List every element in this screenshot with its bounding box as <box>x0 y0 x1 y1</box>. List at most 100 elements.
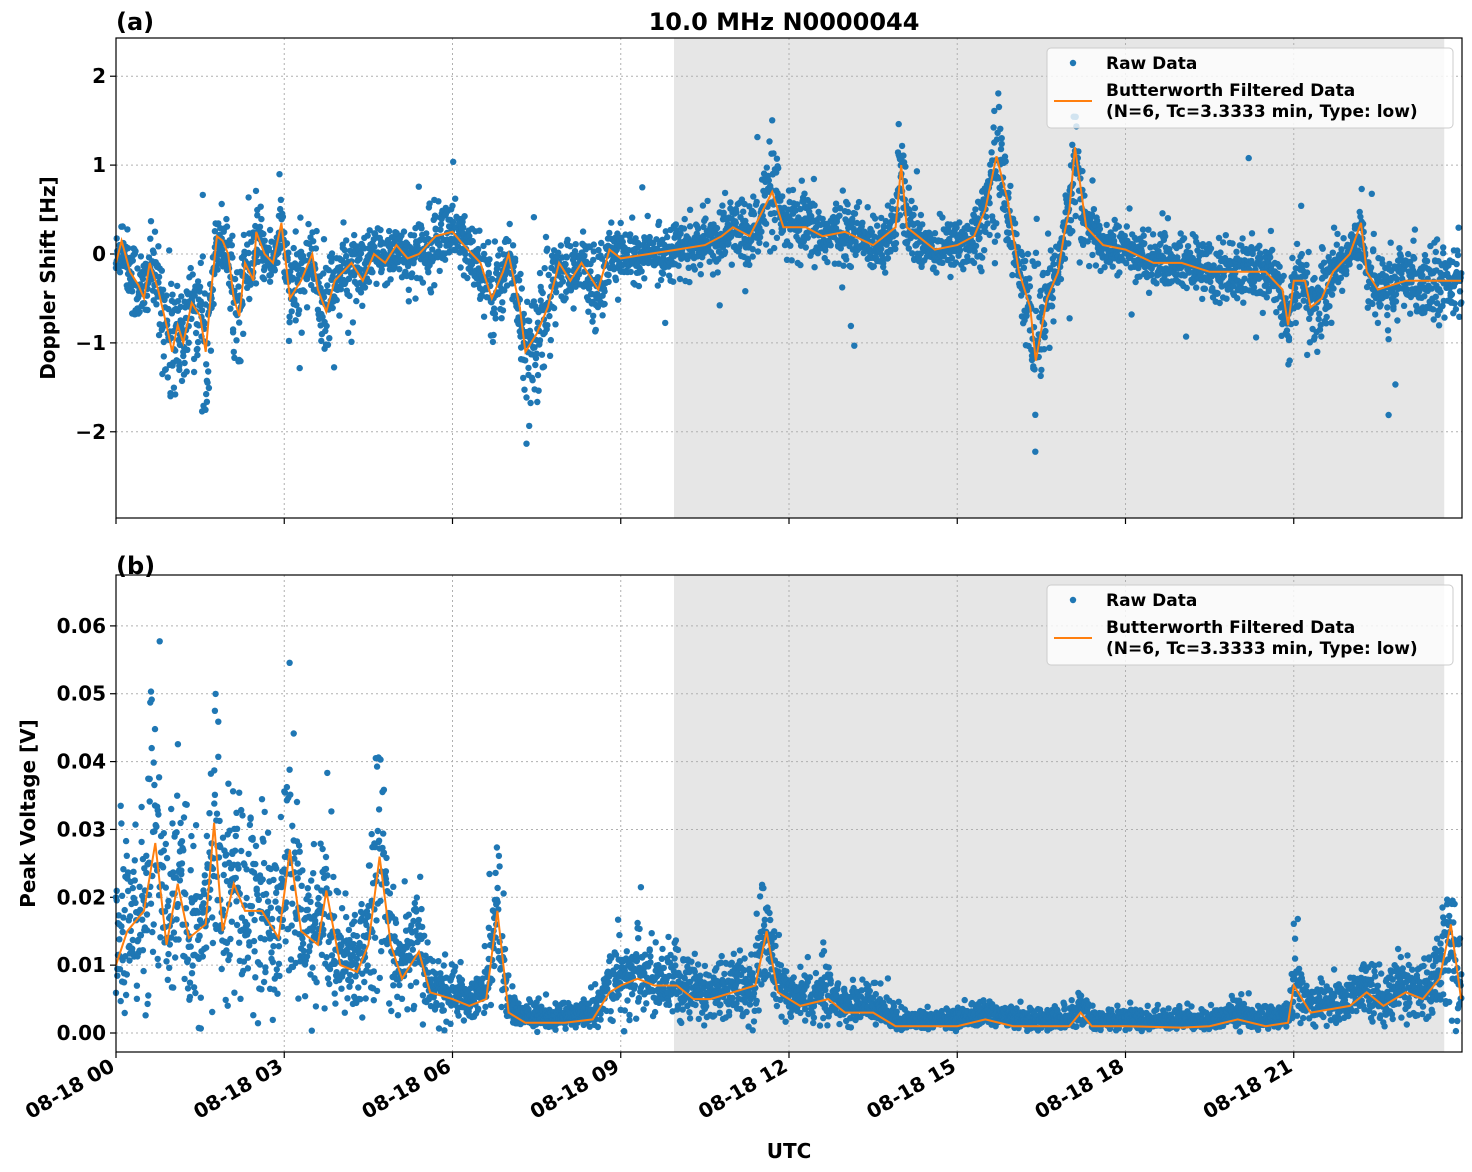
raw-data-point <box>145 992 152 999</box>
raw-data-point <box>686 278 693 286</box>
raw-data-point <box>220 871 227 879</box>
raw-data-point <box>147 235 154 242</box>
raw-data-point <box>635 282 643 290</box>
raw-data-point <box>373 917 380 924</box>
raw-data-point <box>285 337 293 345</box>
raw-data-point <box>156 638 163 645</box>
raw-data-point <box>205 384 213 392</box>
raw-data-point <box>215 718 222 725</box>
raw-data-point <box>557 242 565 249</box>
raw-data-point <box>233 337 240 344</box>
raw-data-point <box>218 200 225 208</box>
raw-data-point <box>328 952 336 959</box>
raw-data-point <box>211 707 219 714</box>
raw-data-point <box>312 245 320 252</box>
raw-data-point <box>348 338 355 345</box>
raw-data-point <box>180 814 188 821</box>
raw-data-point <box>1199 295 1206 303</box>
raw-data-point <box>252 860 259 868</box>
raw-data-point <box>256 223 264 230</box>
raw-data-point <box>657 276 665 284</box>
raw-data-point <box>309 964 316 971</box>
raw-data-point <box>258 986 265 993</box>
raw-data-point <box>1034 260 1042 267</box>
raw-data-point <box>1372 311 1379 318</box>
raw-data-point <box>1377 301 1384 309</box>
raw-data-point <box>382 868 390 875</box>
raw-data-point <box>329 304 336 312</box>
raw-data-point <box>931 230 939 237</box>
raw-data-point <box>1358 185 1365 193</box>
raw-data-point <box>994 232 1001 239</box>
raw-data-point <box>258 796 266 803</box>
raw-data-point <box>243 894 250 902</box>
raw-data-point <box>233 825 241 832</box>
raw-data-point <box>184 956 192 963</box>
raw-data-point <box>176 366 183 374</box>
raw-data-point <box>956 247 964 254</box>
raw-data-point <box>124 869 132 876</box>
raw-data-point <box>172 391 179 398</box>
raw-data-point <box>229 329 237 336</box>
raw-data-point <box>239 812 246 819</box>
raw-data-point <box>1385 411 1392 419</box>
raw-data-point <box>178 860 186 867</box>
raw-data-point <box>521 386 528 393</box>
raw-data-point <box>1286 357 1293 364</box>
raw-data-point <box>351 918 358 925</box>
raw-data-point <box>276 972 283 980</box>
raw-data-point <box>804 234 811 241</box>
raw-data-point <box>387 276 394 283</box>
raw-data-point <box>297 214 304 221</box>
raw-data-point <box>180 847 187 854</box>
raw-data-point <box>183 368 190 375</box>
raw-data-point <box>121 906 128 914</box>
raw-data-point <box>216 817 223 825</box>
raw-data-point <box>644 212 651 220</box>
raw-data-point <box>262 890 270 898</box>
raw-data-point <box>139 916 146 923</box>
raw-data-point <box>209 1008 216 1016</box>
raw-data-point <box>515 277 523 284</box>
raw-data-point <box>559 278 567 285</box>
raw-data-point <box>189 962 196 969</box>
raw-data-point <box>169 820 176 827</box>
raw-data-point <box>1319 245 1326 252</box>
raw-data-point <box>293 798 301 806</box>
raw-data-point <box>870 263 877 270</box>
raw-data-point <box>378 266 385 273</box>
y-tick-label: 2 <box>92 64 106 88</box>
raw-data-point <box>1092 262 1100 269</box>
raw-data-point <box>1011 220 1019 227</box>
raw-data-point <box>341 1009 348 1016</box>
raw-data-point <box>1289 254 1296 262</box>
raw-data-point <box>1303 261 1310 269</box>
raw-data-point <box>129 257 136 264</box>
raw-data-point <box>119 928 126 936</box>
raw-data-point <box>1207 278 1214 285</box>
raw-data-point <box>357 289 365 296</box>
raw-data-point <box>306 943 313 950</box>
raw-data-point <box>228 242 235 249</box>
raw-data-point <box>1384 327 1392 334</box>
raw-data-point <box>758 228 765 235</box>
raw-data-point <box>1239 235 1246 242</box>
raw-data-point <box>436 267 443 275</box>
raw-data-point <box>150 249 157 256</box>
raw-data-point <box>209 914 216 921</box>
raw-data-point <box>506 220 513 228</box>
raw-data-point <box>1101 264 1108 271</box>
raw-data-point <box>117 997 124 1005</box>
raw-data-point <box>1047 247 1055 254</box>
raw-data-point <box>1346 261 1353 268</box>
raw-data-point <box>181 975 188 983</box>
raw-data-point <box>394 1012 402 1019</box>
raw-data-point <box>1021 257 1029 265</box>
raw-data-point <box>533 350 540 357</box>
raw-data-point <box>269 1016 276 1024</box>
raw-data-point <box>787 242 794 249</box>
raw-data-point <box>1240 299 1247 306</box>
raw-data-point <box>289 900 296 907</box>
raw-data-point <box>322 865 330 873</box>
raw-data-point <box>1396 245 1403 252</box>
